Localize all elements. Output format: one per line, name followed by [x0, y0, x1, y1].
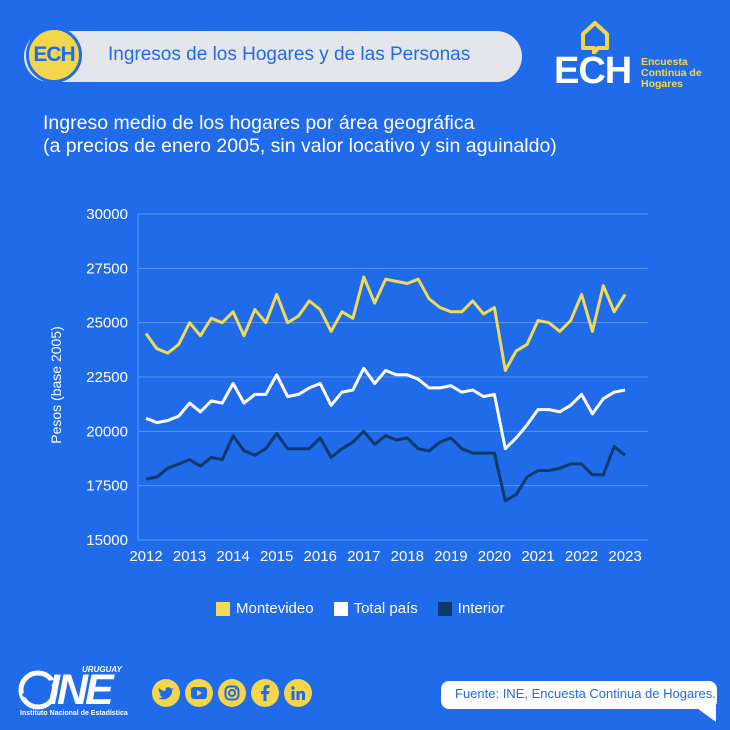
- brand-sub-line: Encuesta: [641, 56, 688, 68]
- x-tick-label: 2017: [347, 548, 380, 565]
- ech-badge: ECH: [26, 27, 82, 83]
- ech-logo: ECH Encuesta Continua de Hogares: [554, 20, 724, 95]
- line-chart: 15000 17500 20000 22500 25000 27500 30000 2012 2…: [86, 206, 648, 565]
- source-box: [441, 681, 717, 709]
- x-tick-label: 2018: [391, 548, 424, 565]
- y-tick-label: 22500: [86, 369, 128, 386]
- brand-sub-line: Hogares: [641, 78, 684, 90]
- legend-swatch: [437, 601, 452, 616]
- y-tick-label: 30000: [86, 206, 128, 223]
- source-box-tail: [694, 706, 716, 722]
- legend-label: Total país: [353, 600, 418, 617]
- source-text: Fuente: INE, Encuesta Continua de Hogare…: [455, 686, 716, 701]
- header-title: Ingresos de los Hogares y de las Persona…: [108, 44, 471, 65]
- logo-name: INE: [48, 666, 114, 714]
- x-tick-label: 2012: [129, 548, 162, 565]
- x-tick-label: 2021: [521, 548, 554, 565]
- youtube-icon[interactable]: [185, 679, 213, 707]
- y-tick-label: 25000: [86, 315, 128, 332]
- chart-subtitle: (a precios de enero 2005, sin valor loca…: [43, 135, 557, 157]
- legend-item-total: Total país: [333, 600, 418, 617]
- x-tick-label: 2014: [216, 548, 249, 565]
- series-line-montevideo: [144, 275, 627, 372]
- legend-item-montevideo: Montevideo: [216, 600, 314, 617]
- y-tick-label: 27500: [86, 260, 128, 277]
- series-line-interior: [145, 429, 627, 503]
- y-tick-label: 15000: [86, 532, 128, 549]
- y-tick-label: 17500: [86, 478, 128, 495]
- x-tick-label: 2023: [608, 548, 641, 565]
- header-bar: [24, 31, 522, 82]
- house-icon: [581, 21, 609, 54]
- x-tick-label: 2022: [565, 548, 598, 565]
- x-tick-label: 2019: [434, 548, 467, 565]
- logo-fullname: Instituto Nacional de Estadística: [20, 710, 128, 717]
- series-line-total-país: [145, 366, 626, 451]
- legend: Montevideo Total país Interior: [216, 600, 504, 617]
- x-tick-label: 2013: [173, 548, 206, 565]
- chart-title-block: Ingreso medio de los hogares por área ge…: [43, 112, 557, 158]
- x-tick-label: 2020: [478, 548, 511, 565]
- legend-label: Montevideo: [236, 600, 314, 617]
- x-tick-label: 2015: [260, 548, 293, 565]
- x-tick-label: 2016: [304, 548, 337, 565]
- linkedin-icon[interactable]: [284, 679, 312, 707]
- legend-label: Interior: [457, 600, 505, 617]
- facebook-icon[interactable]: [251, 679, 279, 707]
- y-tick-label: 20000: [86, 423, 128, 440]
- chart-title: Ingreso medio de los hogares por área ge…: [43, 112, 475, 134]
- social-links: [152, 679, 312, 707]
- globe-icon: [18, 670, 58, 710]
- logo-country: URUGUAY: [82, 665, 122, 674]
- brand-sub-line: Continua de: [641, 67, 702, 79]
- legend-swatch: [333, 601, 348, 616]
- legend-item-interior: Interior: [437, 600, 505, 617]
- legend-swatch: [216, 601, 230, 616]
- brand-subtitle: Encuesta Continua de Hogares: [641, 57, 702, 90]
- twitter-icon[interactable]: [152, 679, 180, 707]
- instagram-icon[interactable]: [218, 679, 246, 707]
- ine-logo: URUGUAY INE Instituto Nacional de Estadí…: [18, 664, 136, 720]
- brand-name: ECH: [554, 50, 632, 92]
